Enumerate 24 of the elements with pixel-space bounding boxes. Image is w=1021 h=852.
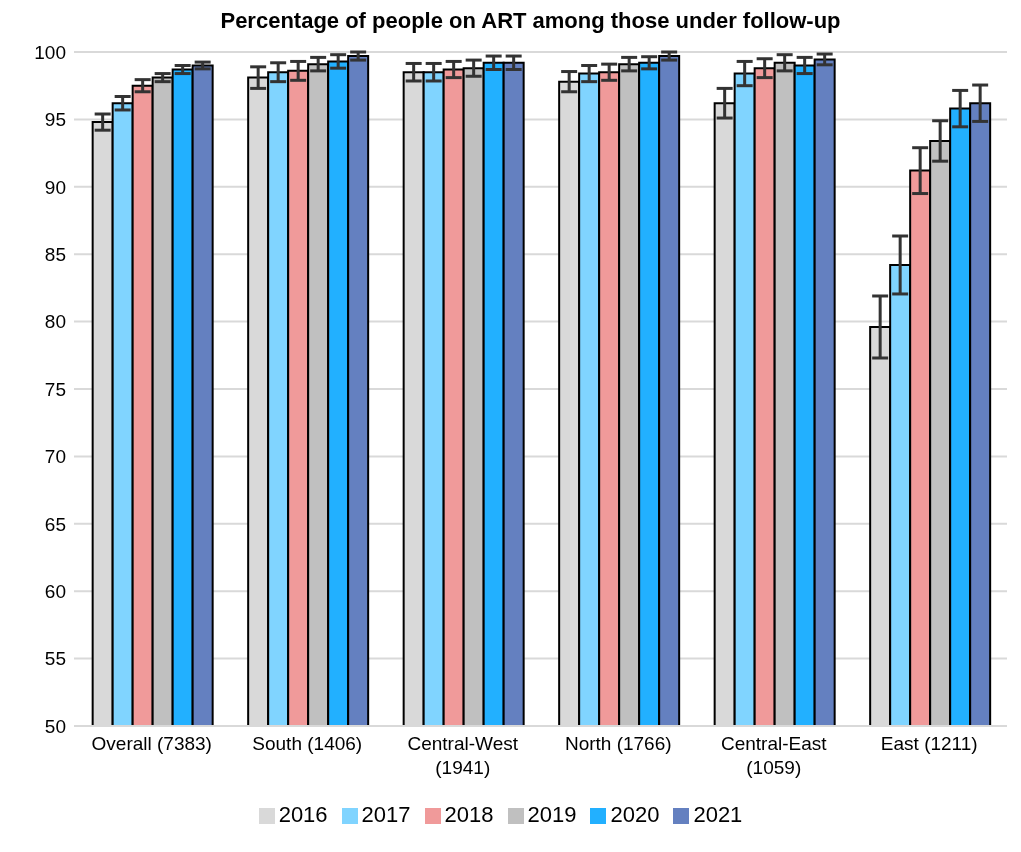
x-tick-label: Central-West (1941) <box>407 733 519 778</box>
chart-title: Percentage of people on ART among those under follow-up <box>219 8 842 34</box>
y-tick-label: 90 <box>44 176 66 198</box>
y-tick-label: 80 <box>44 311 66 333</box>
legend-label: 2021 <box>693 802 743 827</box>
y-tick-label: 65 <box>44 513 66 535</box>
y-tick-label: 100 <box>34 41 66 63</box>
x-tick-label: South (1406) <box>252 733 363 754</box>
y-tick-label: 50 <box>44 715 66 737</box>
legend-label: 2018 <box>444 802 494 827</box>
y-tick-label: 95 <box>44 109 66 131</box>
legend-label: 2019 <box>527 802 577 827</box>
x-tick-label: East (1211) <box>880 733 978 754</box>
legend-label: 2020 <box>610 802 660 827</box>
x-tick-label: Central-East (1059) <box>720 733 828 778</box>
y-tick-label: 70 <box>44 446 66 468</box>
legend-label: 2016 <box>278 802 328 827</box>
y-tick-label: 60 <box>44 580 66 602</box>
y-tick-label: 55 <box>44 648 66 670</box>
x-tick-label: Overall (7383) <box>91 733 212 754</box>
x-tick-label: North (1766) <box>564 733 672 754</box>
y-tick-label: 85 <box>44 243 66 265</box>
y-tick-label: 75 <box>44 378 66 400</box>
legend-label: 2017 <box>361 802 411 827</box>
